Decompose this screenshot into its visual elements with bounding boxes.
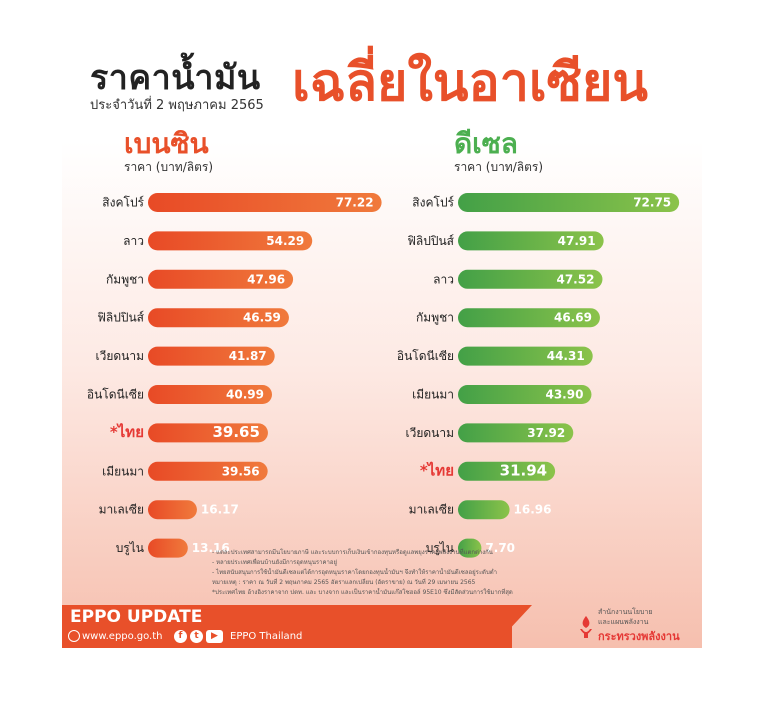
youtube-icon[interactable]: ▶ (206, 630, 223, 643)
footer-banner (62, 605, 512, 648)
petrol-category-label: ฟิลิปปินส์ (97, 311, 144, 325)
petrol-category-label: ลาว (123, 234, 144, 248)
petrol-category-label: เมียนมา (102, 464, 144, 478)
diesel-chart-axis-label: ราคา (บาท/ลิตร) (454, 160, 544, 174)
footer: EPPO UPDATE www.eppo.go.th f t ▶ EPPO Th… (62, 605, 702, 648)
petrol-bar (148, 423, 268, 443)
diesel-bar (458, 269, 603, 289)
org-name-line3: กระทรวงพลังงาน (598, 630, 680, 643)
petrol-value-label: 41.87 (229, 349, 267, 363)
diesel-value-label: 44.31 (547, 349, 585, 363)
diesel-value-label: 16.96 (514, 503, 552, 517)
footnote-line: - แต่ละประเทศสามารถมีนโยบายภาษี และระบบก… (212, 549, 493, 556)
footnote-line: - ไทยสนับสนุนการใช้น้ำมันดีเซลแต่ได้การอ… (212, 569, 498, 576)
diesel-bar (458, 346, 593, 366)
petrol-bar (148, 193, 382, 212)
diesel-bar (458, 308, 600, 328)
petrol-bar (148, 269, 294, 289)
petrol-value-label: 77.22 (336, 196, 374, 210)
petrol-bar (148, 385, 272, 404)
petrol-value-label: 54.29 (266, 234, 304, 248)
globe-icon (68, 630, 80, 642)
diesel-value-label: 47.52 (556, 272, 594, 286)
twitter-icon[interactable]: t (190, 630, 203, 643)
petrol-category-label: มาเลเซีย (99, 503, 144, 517)
diesel-category-label: *ไทย (420, 460, 454, 479)
diesel-value-label: 47.91 (558, 234, 596, 248)
diesel-value-label: 7.70 (485, 541, 515, 555)
channel-name: EPPO Thailand (230, 631, 303, 642)
org-name-line1: สำนักงานนโยบาย (598, 608, 653, 616)
diesel-value-label: 37.92 (527, 426, 565, 440)
diesel-chart-title: ดีเซล (454, 127, 518, 160)
diesel-category-label: บรูไน (426, 541, 454, 556)
petrol-value-label: 47.96 (247, 272, 285, 286)
footnote-line: - หลายประเทศเพื่อนบ้านยังมีการอุดหนุนราค… (212, 559, 338, 566)
diesel-category-label: มาเลเซีย (409, 503, 454, 517)
page-title: ราคาน้ำมัน (90, 58, 261, 98)
petrol-value-label: 16.17 (201, 503, 239, 517)
infographic-card: ราคาน้ำมัน เฉลี่ยในอาเซียน ประจำวันที่ 2… (62, 30, 702, 648)
petrol-bar (148, 231, 313, 251)
diesel-category-label: อินโดนีเซีย (397, 349, 454, 363)
petrol-category-label: กัมพูชา (106, 272, 144, 287)
page-date: ประจำวันที่ 2 พฤษภาคม 2565 (90, 98, 264, 113)
petrol-value-label: 46.59 (243, 311, 281, 325)
petrol-category-label: *ไทย (110, 422, 144, 441)
diesel-bar (458, 193, 680, 212)
petrol-value-label: 40.99 (226, 388, 264, 402)
footnote-line: *ประเทศไทย อ้างอิงราคาจาก ปตท. และ บางจา… (212, 589, 513, 596)
petrol-category-label: อินโดนีเซีย (87, 388, 144, 402)
diesel-value-label: 72.75 (633, 196, 671, 210)
diesel-value-label: 31.94 (500, 461, 547, 479)
diesel-bar (458, 500, 510, 520)
diesel-category-label: กัมพูชา (416, 311, 454, 326)
page-title-accent: เฉลี่ยในอาเซียน (292, 53, 648, 113)
ministry-logo-icon (580, 616, 592, 638)
diesel-category-label: ลาว (433, 272, 454, 286)
facebook-icon[interactable]: f (174, 630, 187, 643)
petrol-category-label: บรูไน (116, 541, 144, 556)
petrol-value-label: 13.16 (192, 541, 230, 555)
petrol-category-label: เวียดนาม (95, 349, 144, 363)
petrol-bar (148, 308, 289, 328)
website-link[interactable]: www.eppo.go.th (82, 631, 163, 642)
diesel-bar (458, 538, 482, 558)
diesel-bar (458, 385, 592, 404)
diesel-category-label: เมียนมา (412, 388, 454, 402)
petrol-chart-title: เบนซิน (124, 127, 209, 160)
petrol-value-label: 39.65 (212, 423, 259, 441)
diesel-category-label: ฟิลิปปินส์ (407, 234, 454, 248)
petrol-bar (148, 538, 188, 558)
org-name-line2: และแผนพลังงาน (598, 618, 649, 626)
petrol-bar (148, 346, 275, 366)
footer-title: EPPO UPDATE (70, 607, 203, 627)
footnote-line: หมายเหตุ : ราคา ณ วันที่ 2 พฤษภาคม 2565 … (212, 579, 476, 586)
diesel-bar (458, 231, 604, 251)
footer-banner-edge (492, 605, 532, 648)
petrol-value-label: 39.56 (222, 464, 260, 478)
petrol-category-label: สิงคโปร์ (102, 196, 144, 210)
diesel-category-label: สิงคโปร์ (412, 196, 454, 210)
diesel-bar (458, 461, 556, 481)
diesel-bar (458, 423, 574, 443)
diesel-value-label: 46.69 (554, 311, 592, 325)
footnotes: - แต่ละประเทศสามารถมีนโยบายภาษี และระบบก… (212, 548, 642, 598)
petrol-bar (148, 500, 197, 520)
bar-charts: สิงคโปร์ 77.22 ลาว 54.29 กัมพูชา 47.96 ฟิลิปปิ… (87, 193, 680, 558)
diesel-category-label: เวียดนาม (405, 426, 454, 440)
diesel-value-label: 43.90 (545, 388, 583, 402)
petrol-chart-axis-label: ราคา (บาท/ลิตร) (124, 160, 214, 174)
petrol-bar (148, 461, 268, 481)
